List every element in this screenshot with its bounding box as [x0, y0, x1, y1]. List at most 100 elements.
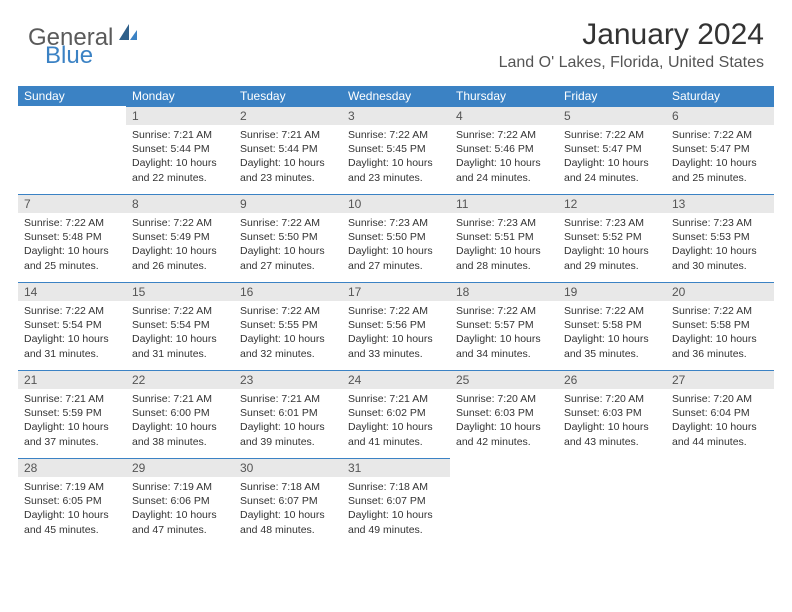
calendar-cell: 6Sunrise: 7:22 AMSunset: 5:47 PMDaylight…: [666, 106, 774, 194]
calendar-week-row: 7Sunrise: 7:22 AMSunset: 5:48 PMDaylight…: [18, 194, 774, 282]
weekday-header: Monday: [126, 86, 234, 106]
day-number: 13: [666, 194, 774, 213]
day-number: 19: [558, 282, 666, 301]
day-details: Sunrise: 7:22 AMSunset: 5:48 PMDaylight:…: [18, 213, 126, 277]
calendar-cell: ..: [666, 458, 774, 546]
calendar-week-row: ..1Sunrise: 7:21 AMSunset: 5:44 PMDaylig…: [18, 106, 774, 194]
calendar-cell: 5Sunrise: 7:22 AMSunset: 5:47 PMDaylight…: [558, 106, 666, 194]
day-number: 18: [450, 282, 558, 301]
calendar-cell: 26Sunrise: 7:20 AMSunset: 6:03 PMDayligh…: [558, 370, 666, 458]
calendar-cell: 1Sunrise: 7:21 AMSunset: 5:44 PMDaylight…: [126, 106, 234, 194]
weekday-header: Sunday: [18, 86, 126, 106]
month-title: January 2024: [499, 18, 764, 52]
calendar-cell: ..: [450, 458, 558, 546]
day-number: 25: [450, 370, 558, 389]
day-number: 26: [558, 370, 666, 389]
calendar-week-row: 28Sunrise: 7:19 AMSunset: 6:05 PMDayligh…: [18, 458, 774, 546]
day-details: Sunrise: 7:18 AMSunset: 6:07 PMDaylight:…: [234, 477, 342, 541]
day-number: 5: [558, 106, 666, 125]
day-number: 2: [234, 106, 342, 125]
calendar-cell: ..: [18, 106, 126, 194]
day-details: Sunrise: 7:22 AMSunset: 5:58 PMDaylight:…: [666, 301, 774, 365]
day-details: Sunrise: 7:21 AMSunset: 5:44 PMDaylight:…: [126, 125, 234, 189]
day-details: Sunrise: 7:22 AMSunset: 5:47 PMDaylight:…: [558, 125, 666, 189]
calendar-cell: ..: [558, 458, 666, 546]
calendar-cell: 30Sunrise: 7:18 AMSunset: 6:07 PMDayligh…: [234, 458, 342, 546]
calendar-cell: 31Sunrise: 7:18 AMSunset: 6:07 PMDayligh…: [342, 458, 450, 546]
day-number: 28: [18, 458, 126, 477]
weekday-header: Saturday: [666, 86, 774, 106]
calendar-cell: 3Sunrise: 7:22 AMSunset: 5:45 PMDaylight…: [342, 106, 450, 194]
day-details: Sunrise: 7:23 AMSunset: 5:50 PMDaylight:…: [342, 213, 450, 277]
calendar-cell: 7Sunrise: 7:22 AMSunset: 5:48 PMDaylight…: [18, 194, 126, 282]
calendar-cell: 27Sunrise: 7:20 AMSunset: 6:04 PMDayligh…: [666, 370, 774, 458]
weekday-header: Wednesday: [342, 86, 450, 106]
day-details: Sunrise: 7:23 AMSunset: 5:53 PMDaylight:…: [666, 213, 774, 277]
day-number: 1: [126, 106, 234, 125]
calendar-cell: 12Sunrise: 7:23 AMSunset: 5:52 PMDayligh…: [558, 194, 666, 282]
day-details: Sunrise: 7:22 AMSunset: 5:57 PMDaylight:…: [450, 301, 558, 365]
day-number: 11: [450, 194, 558, 213]
day-details: Sunrise: 7:22 AMSunset: 5:55 PMDaylight:…: [234, 301, 342, 365]
calendar-cell: 17Sunrise: 7:22 AMSunset: 5:56 PMDayligh…: [342, 282, 450, 370]
day-number: 12: [558, 194, 666, 213]
calendar-cell: 8Sunrise: 7:22 AMSunset: 5:49 PMDaylight…: [126, 194, 234, 282]
day-number: 14: [18, 282, 126, 301]
day-details: Sunrise: 7:20 AMSunset: 6:03 PMDaylight:…: [558, 389, 666, 453]
day-details: Sunrise: 7:21 AMSunset: 6:00 PMDaylight:…: [126, 389, 234, 453]
calendar-cell: 2Sunrise: 7:21 AMSunset: 5:44 PMDaylight…: [234, 106, 342, 194]
calendar-header-row: SundayMondayTuesdayWednesdayThursdayFrid…: [18, 86, 774, 106]
day-number: 24: [342, 370, 450, 389]
calendar-body: ..1Sunrise: 7:21 AMSunset: 5:44 PMDaylig…: [18, 106, 774, 546]
calendar-cell: 19Sunrise: 7:22 AMSunset: 5:58 PMDayligh…: [558, 282, 666, 370]
day-number: 21: [18, 370, 126, 389]
day-details: Sunrise: 7:19 AMSunset: 6:06 PMDaylight:…: [126, 477, 234, 541]
day-number: 31: [342, 458, 450, 477]
location: Land O' Lakes, Florida, United States: [499, 54, 764, 72]
day-number: 22: [126, 370, 234, 389]
calendar-table: SundayMondayTuesdayWednesdayThursdayFrid…: [18, 86, 774, 546]
day-details: Sunrise: 7:22 AMSunset: 5:54 PMDaylight:…: [18, 301, 126, 365]
day-details: Sunrise: 7:21 AMSunset: 5:44 PMDaylight:…: [234, 125, 342, 189]
weekday-header: Friday: [558, 86, 666, 106]
calendar-cell: 29Sunrise: 7:19 AMSunset: 6:06 PMDayligh…: [126, 458, 234, 546]
day-number: 17: [342, 282, 450, 301]
calendar-cell: 9Sunrise: 7:22 AMSunset: 5:50 PMDaylight…: [234, 194, 342, 282]
header: General Blue January 2024 Land O' Lakes,…: [0, 0, 792, 78]
day-number: 3: [342, 106, 450, 125]
day-details: Sunrise: 7:21 AMSunset: 5:59 PMDaylight:…: [18, 389, 126, 453]
day-details: Sunrise: 7:22 AMSunset: 5:49 PMDaylight:…: [126, 213, 234, 277]
day-number: 30: [234, 458, 342, 477]
day-number: 6: [666, 106, 774, 125]
calendar-cell: 20Sunrise: 7:22 AMSunset: 5:58 PMDayligh…: [666, 282, 774, 370]
calendar-cell: 25Sunrise: 7:20 AMSunset: 6:03 PMDayligh…: [450, 370, 558, 458]
logo-sail-icon: [117, 22, 139, 47]
day-details: Sunrise: 7:23 AMSunset: 5:51 PMDaylight:…: [450, 213, 558, 277]
day-number: 9: [234, 194, 342, 213]
day-number: 23: [234, 370, 342, 389]
day-details: Sunrise: 7:23 AMSunset: 5:52 PMDaylight:…: [558, 213, 666, 277]
calendar-cell: 22Sunrise: 7:21 AMSunset: 6:00 PMDayligh…: [126, 370, 234, 458]
day-details: Sunrise: 7:18 AMSunset: 6:07 PMDaylight:…: [342, 477, 450, 541]
title-block: January 2024 Land O' Lakes, Florida, Uni…: [499, 18, 764, 72]
day-details: Sunrise: 7:22 AMSunset: 5:58 PMDaylight:…: [558, 301, 666, 365]
calendar-cell: 15Sunrise: 7:22 AMSunset: 5:54 PMDayligh…: [126, 282, 234, 370]
day-number: 4: [450, 106, 558, 125]
calendar-cell: 16Sunrise: 7:22 AMSunset: 5:55 PMDayligh…: [234, 282, 342, 370]
day-number: 27: [666, 370, 774, 389]
weekday-header: Thursday: [450, 86, 558, 106]
calendar-week-row: 21Sunrise: 7:21 AMSunset: 5:59 PMDayligh…: [18, 370, 774, 458]
calendar-cell: 23Sunrise: 7:21 AMSunset: 6:01 PMDayligh…: [234, 370, 342, 458]
calendar-week-row: 14Sunrise: 7:22 AMSunset: 5:54 PMDayligh…: [18, 282, 774, 370]
day-details: Sunrise: 7:22 AMSunset: 5:54 PMDaylight:…: [126, 301, 234, 365]
calendar-cell: 11Sunrise: 7:23 AMSunset: 5:51 PMDayligh…: [450, 194, 558, 282]
day-details: Sunrise: 7:21 AMSunset: 6:01 PMDaylight:…: [234, 389, 342, 453]
day-number: 16: [234, 282, 342, 301]
day-details: Sunrise: 7:22 AMSunset: 5:47 PMDaylight:…: [666, 125, 774, 189]
day-number: 15: [126, 282, 234, 301]
day-details: Sunrise: 7:22 AMSunset: 5:56 PMDaylight:…: [342, 301, 450, 365]
day-number: 7: [18, 194, 126, 213]
calendar-cell: 4Sunrise: 7:22 AMSunset: 5:46 PMDaylight…: [450, 106, 558, 194]
calendar-cell: 18Sunrise: 7:22 AMSunset: 5:57 PMDayligh…: [450, 282, 558, 370]
day-number: 29: [126, 458, 234, 477]
